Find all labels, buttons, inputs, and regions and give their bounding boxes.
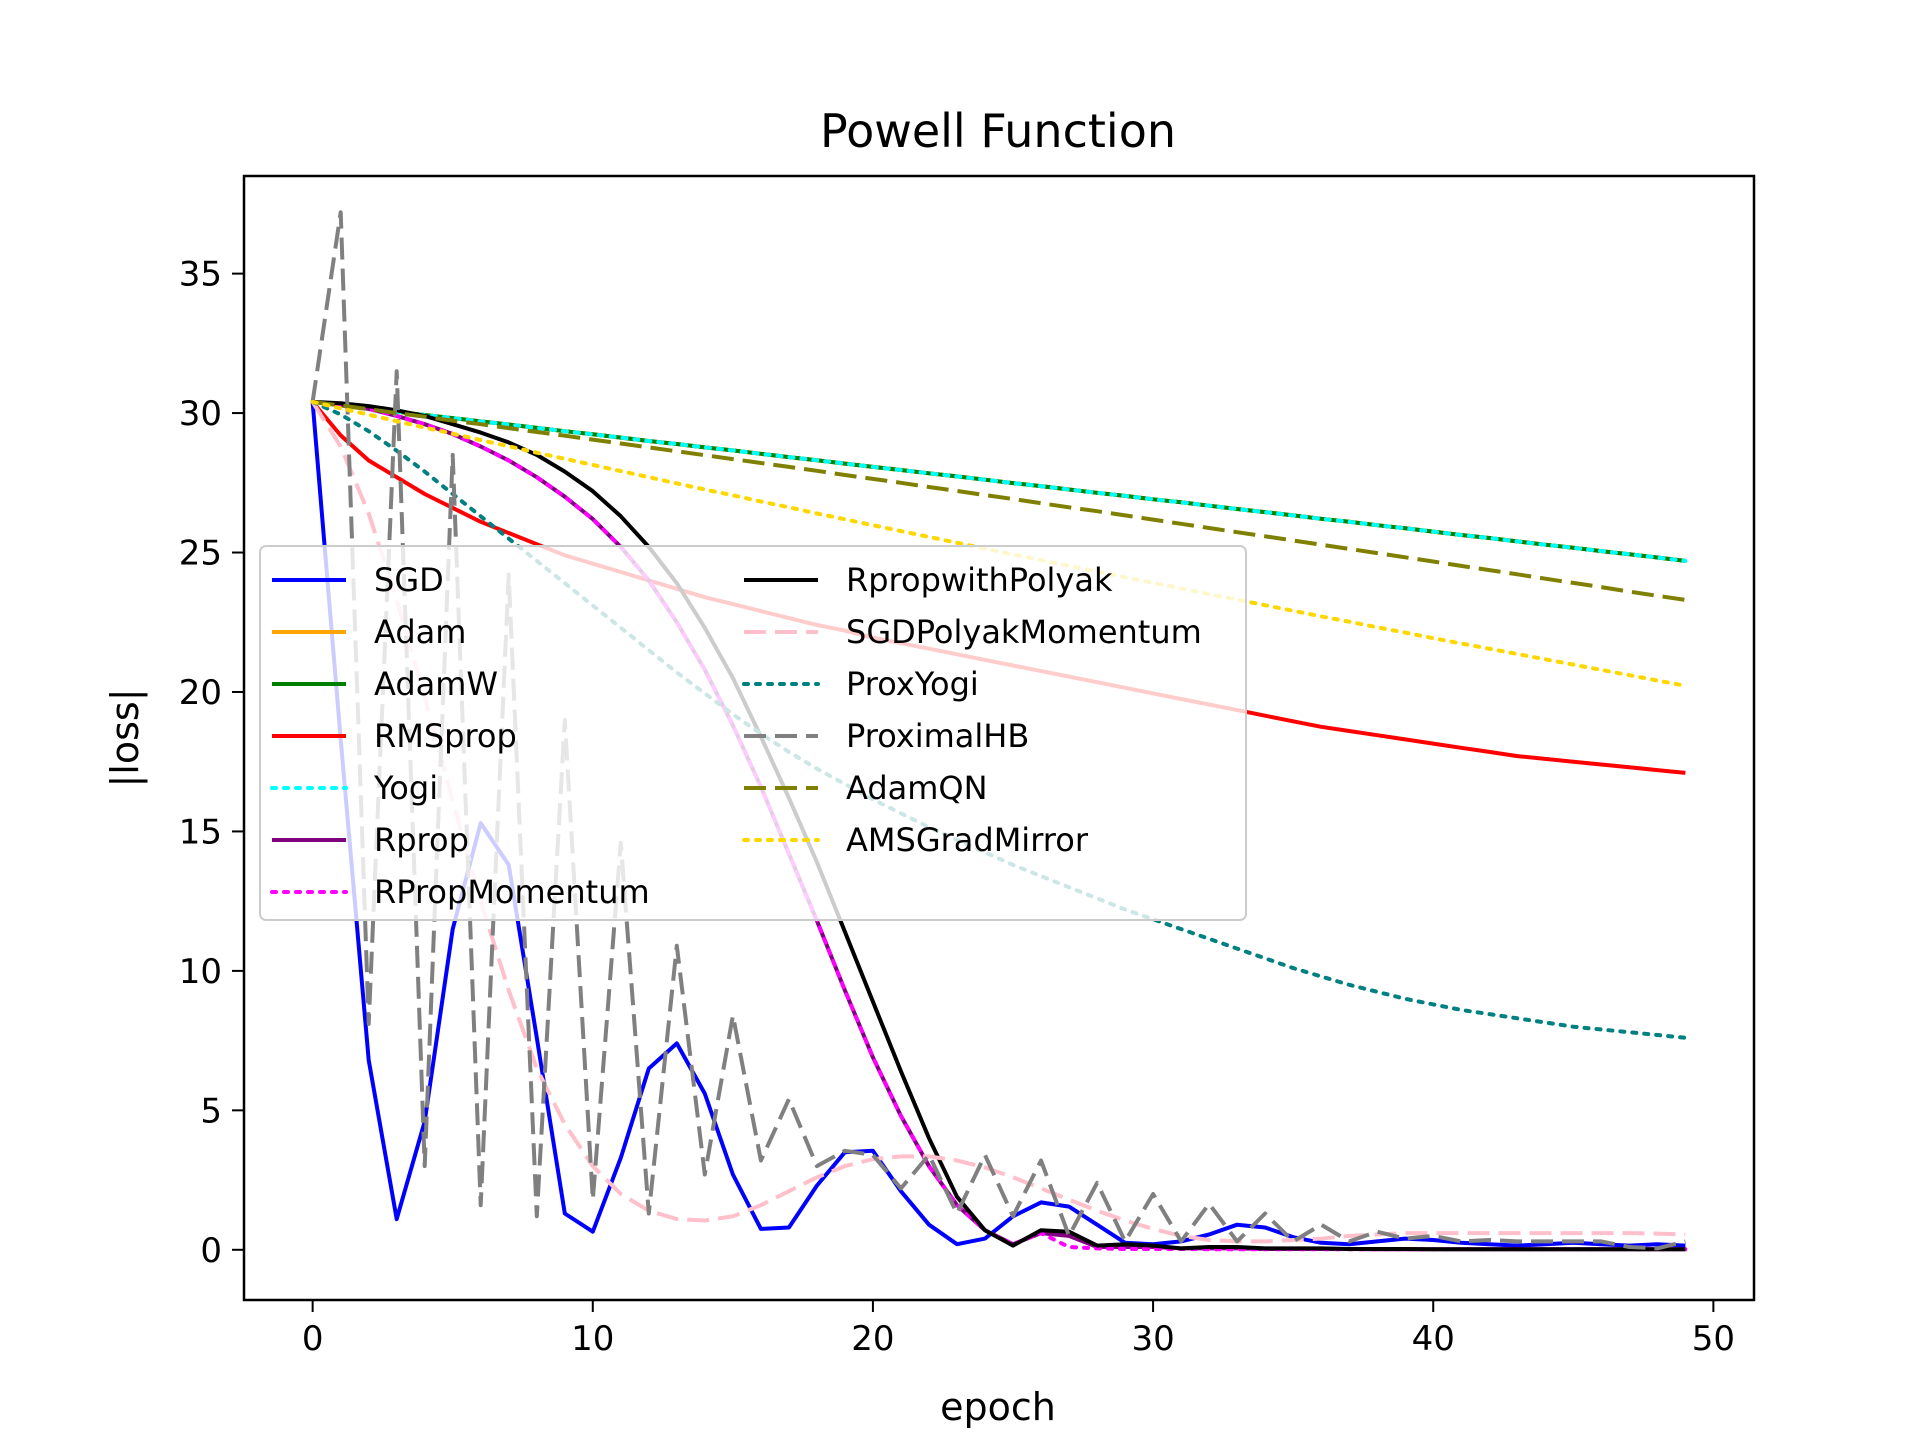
- legend-label-rpropwithpolyak: RpropwithPolyak: [846, 561, 1113, 599]
- x-tick-label: 10: [571, 1319, 614, 1359]
- legend-label-yogi: Yogi: [373, 769, 438, 807]
- legend-label-rprop: Rprop: [374, 821, 469, 859]
- y-tick-label: 30: [179, 394, 222, 434]
- series-line-yogi: [310, 399, 1688, 563]
- x-tick-label: 50: [1692, 1319, 1735, 1359]
- y-tick-label: 25: [179, 534, 222, 574]
- legend-label-adamw: AdamW: [374, 665, 498, 703]
- legend-label-adamqn: AdamQN: [846, 769, 988, 807]
- legend-label-rmsprop: RMSprop: [374, 717, 517, 755]
- legend-label-sgd: SGD: [374, 561, 444, 599]
- series-line-sgdpolyakmomentum: [310, 400, 1686, 1244]
- series-line-rpropwithpolyak: [312, 399, 1686, 1252]
- x-axis-label: epoch: [940, 1385, 1056, 1429]
- y-tick-label: 20: [179, 673, 222, 713]
- x-tick-label: 30: [1131, 1319, 1174, 1359]
- series-line-adamqn: [312, 399, 1686, 602]
- x-tick-label: 20: [851, 1319, 894, 1359]
- legend: SGD Adam AdamW RMSprop Yogi Rprop RPropMomentu…: [259, 545, 1247, 921]
- legend-box: [259, 545, 1247, 921]
- legend-label-rpropmomentum: RPropMomentum: [374, 873, 650, 911]
- legend-label-amsgradmirror: AMSGradMirror: [846, 821, 1089, 859]
- y-axis-label: |loss|: [103, 688, 148, 787]
- x-axis: 0 10 20 30 40 50: [302, 1300, 1735, 1359]
- x-tick-label: 0: [302, 1319, 324, 1359]
- plot-frame: [242, 174, 1756, 1302]
- legend-label-proxyogi: ProxYogi: [846, 665, 979, 703]
- legend-label-proximalhb: ProximalHB: [846, 717, 1029, 755]
- series-line-amsgradmirror: [310, 399, 1688, 688]
- y-tick-label: 15: [179, 812, 222, 852]
- series-line-proximalhb: [310, 210, 1686, 1251]
- legend-label-sgdpolyakmomentum: SGDPolyakMomentum: [846, 613, 1202, 651]
- y-axis: 0 5 10 15 20 25 30 35: [179, 255, 244, 1271]
- y-tick-label: 35: [179, 255, 222, 295]
- x-tick-label: 40: [1412, 1319, 1455, 1359]
- y-tick-label: 0: [200, 1231, 222, 1271]
- legend-label-adam: Adam: [374, 613, 466, 651]
- y-tick-label: 5: [200, 1091, 222, 1131]
- chart-title: Powell Function: [820, 104, 1176, 158]
- y-tick-label: 10: [179, 952, 222, 992]
- plot-area: [310, 210, 1688, 1252]
